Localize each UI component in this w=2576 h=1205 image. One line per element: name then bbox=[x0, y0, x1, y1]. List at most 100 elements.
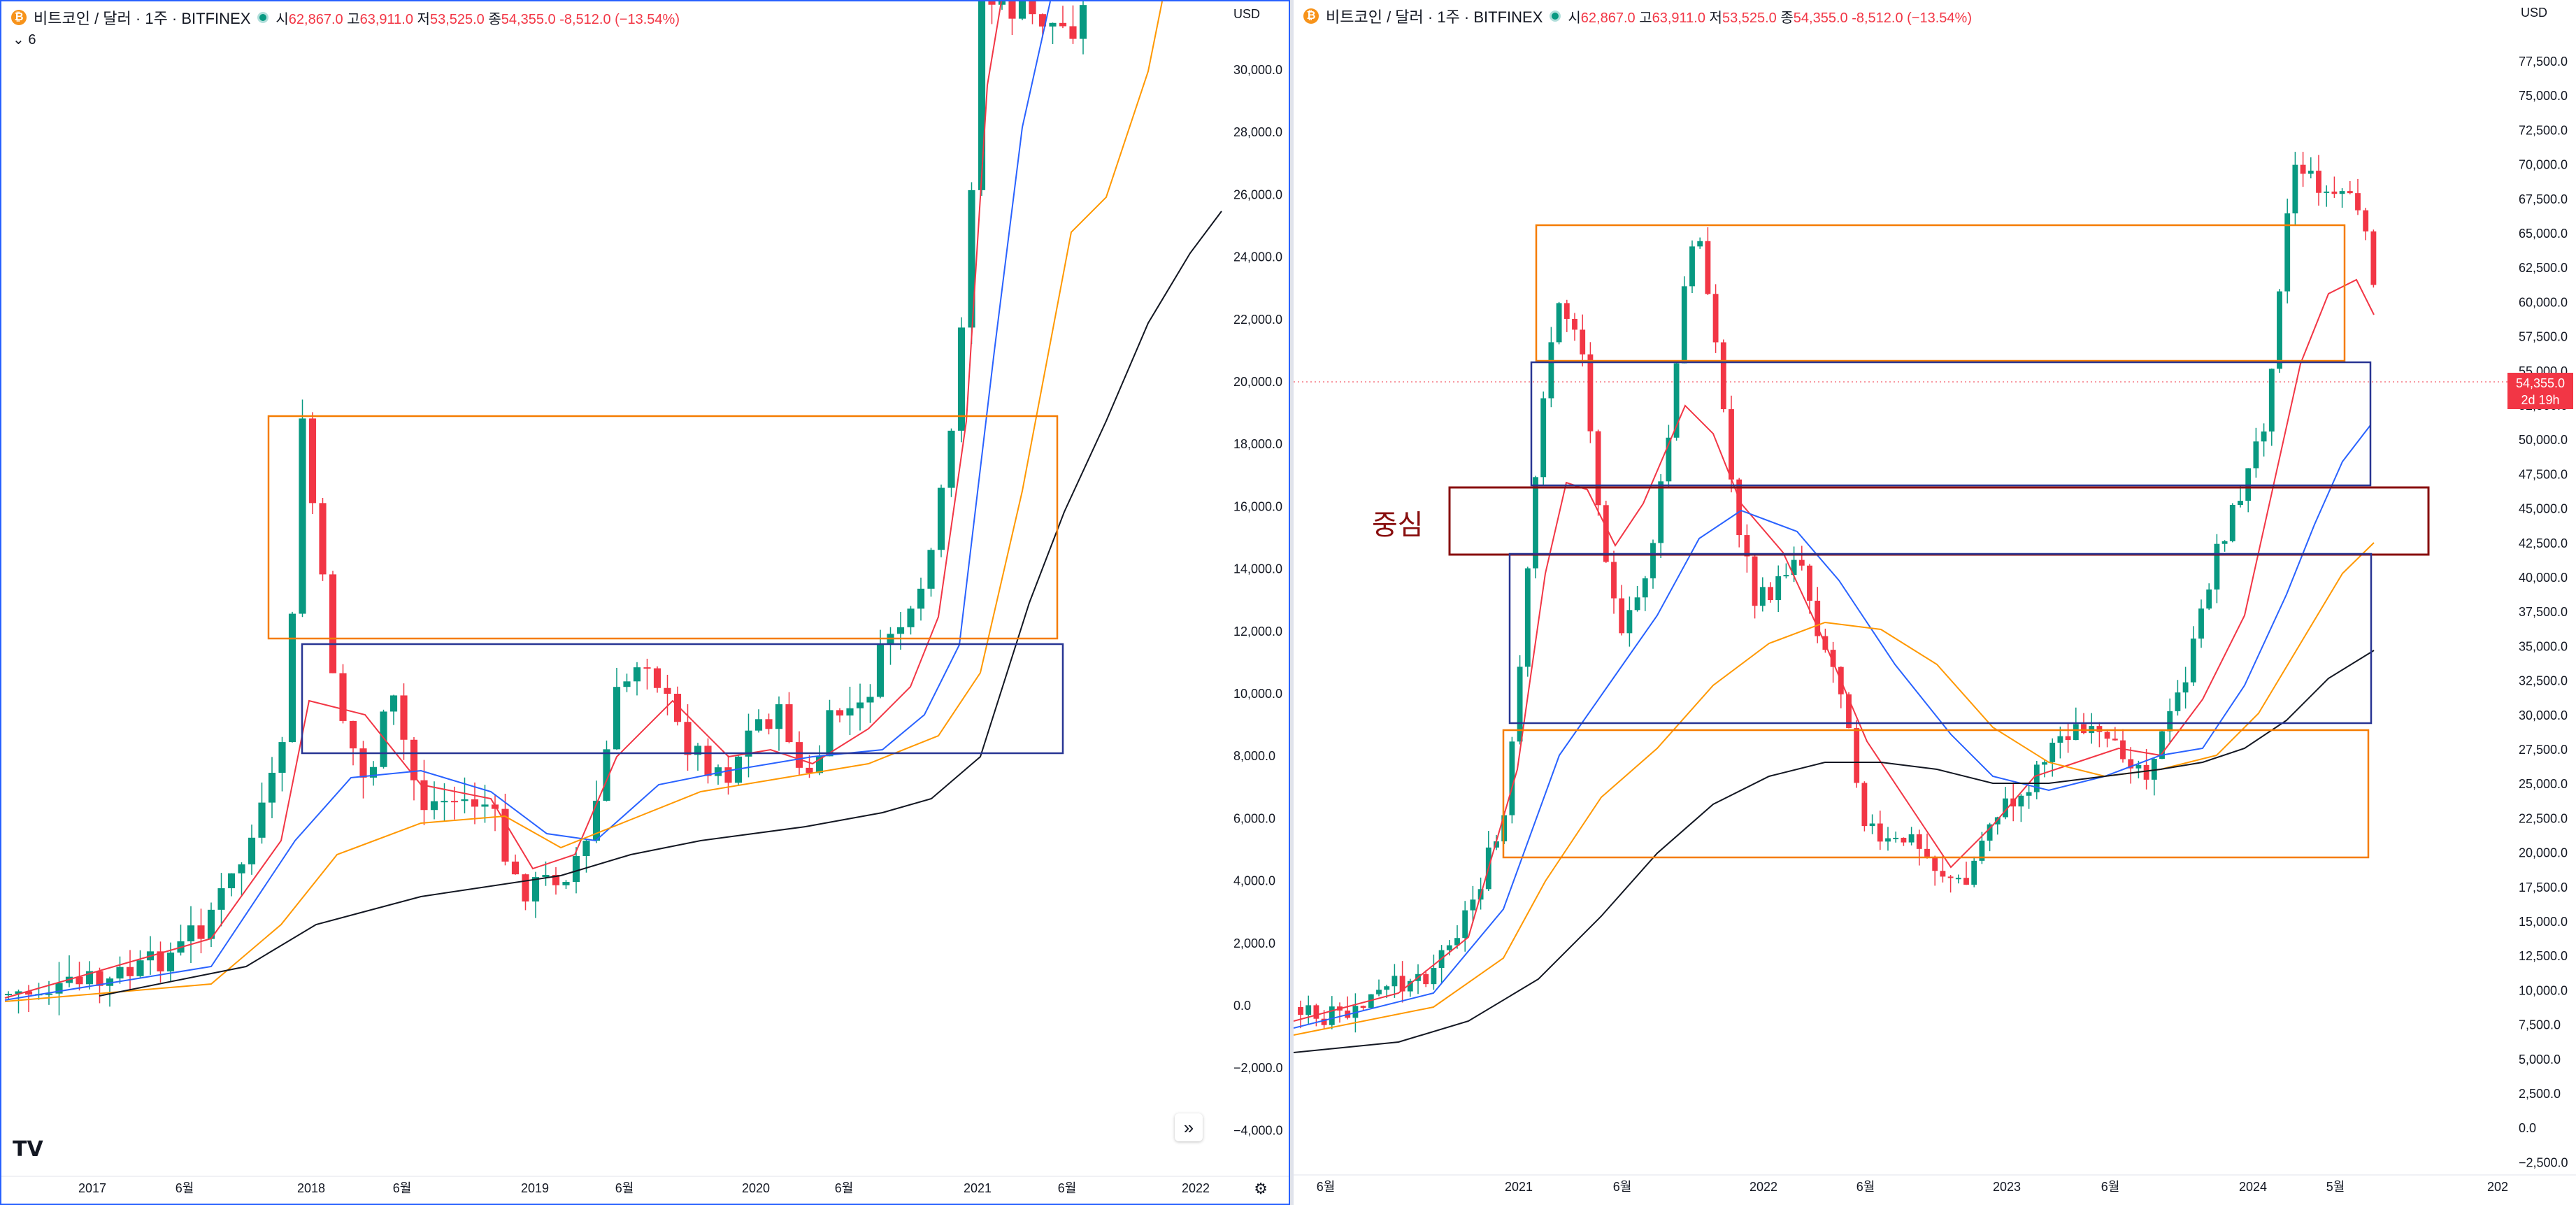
ema-line-2 bbox=[4, 1, 1163, 1002]
candle-body bbox=[207, 909, 215, 939]
y-axis-tick-label: 16,000.0 bbox=[1233, 499, 1282, 513]
candle-body bbox=[2370, 231, 2377, 285]
left-chart-pane[interactable]: ₿ 비트코인 / 달러 · 1주 · BITFINEX 시62,867.0 고6… bbox=[0, 0, 1290, 1205]
candle-body bbox=[592, 800, 601, 841]
candle-body bbox=[187, 925, 195, 941]
candle-body bbox=[461, 799, 468, 801]
resistance-zone-box bbox=[267, 415, 1059, 640]
symbol-title[interactable]: 비트코인 / 달러 · 1주 · BITFINEX bbox=[1326, 8, 1543, 26]
scroll-to-realtime-button[interactable]: » bbox=[1175, 1113, 1203, 1141]
x-axis-tick-label: 2023 bbox=[1993, 1180, 2021, 1194]
candle-body bbox=[420, 780, 428, 811]
candle-body bbox=[339, 673, 347, 721]
candle-body bbox=[836, 710, 844, 716]
candle-body bbox=[1038, 14, 1047, 27]
candle-body bbox=[1556, 303, 1562, 343]
y-axis-tick-label: 42,500.0 bbox=[2519, 536, 2568, 550]
candle-body bbox=[2167, 711, 2173, 732]
bitcoin-icon: ₿ bbox=[1303, 8, 1319, 24]
candle-body bbox=[2268, 369, 2275, 432]
y-axis-tick-label: −2,500.0 bbox=[2519, 1155, 2568, 1169]
candle-body bbox=[1908, 834, 1915, 843]
y-axis-tick-label: 10,000.0 bbox=[2519, 983, 2568, 997]
candle-body bbox=[1321, 1018, 1327, 1025]
candle-body bbox=[968, 190, 975, 328]
symbol-title[interactable]: 비트코인 / 달러 · 1주 · BITFINEX bbox=[34, 10, 251, 27]
ohlc-values: 시62,867.0 고63,911.0 저53,525.0 종54,355.0 … bbox=[276, 11, 680, 27]
candle-body bbox=[471, 799, 479, 807]
candle-body bbox=[1971, 860, 1977, 885]
candle-body bbox=[1705, 241, 1711, 294]
candle-body bbox=[795, 742, 803, 768]
symbol-legend: ₿ 비트코인 / 달러 · 1주 · BITFINEX 시62,867.0 고6… bbox=[1303, 6, 1972, 27]
candle-body bbox=[268, 772, 276, 803]
candle-body bbox=[2347, 191, 2353, 194]
candle-body bbox=[1069, 26, 1077, 39]
y-axis-tick-label: 67,500.0 bbox=[2519, 192, 2568, 206]
candle-body bbox=[1313, 1005, 1319, 1019]
y-axis-tick-label: 62,500.0 bbox=[2519, 261, 2568, 275]
candle-body bbox=[1008, 1, 1016, 19]
ema-line-2 bbox=[1294, 542, 2375, 1036]
y-axis-tick-label: 5,000.0 bbox=[2519, 1053, 2561, 1067]
candle-body bbox=[1626, 610, 1633, 634]
candle-body bbox=[1305, 1005, 1312, 1015]
candle-body bbox=[2033, 764, 2040, 792]
tradingview-logo[interactable]: TV bbox=[13, 1137, 43, 1162]
candle-body bbox=[258, 802, 266, 838]
x-axis-tick-label: 2021 bbox=[964, 1181, 992, 1195]
y-axis-tick-label: 50,000.0 bbox=[2519, 433, 2568, 447]
price-chart-right[interactable]: 77,500.0 75,000.0 72,500.0 70,000.0 67,500.0… bbox=[1294, 0, 2576, 1205]
candle-body bbox=[917, 588, 925, 609]
candle-body bbox=[2307, 171, 2314, 174]
candle-body bbox=[896, 627, 905, 634]
x-axis-tick-label: 6월 bbox=[835, 1181, 854, 1195]
support-zone-box bbox=[301, 643, 1064, 755]
center-zone-annotation[interactable]: 중심 bbox=[1372, 510, 1424, 541]
candle-body bbox=[2175, 692, 2181, 711]
currency-label[interactable]: USD bbox=[2521, 6, 2548, 20]
candle-body bbox=[2229, 505, 2235, 541]
candle-body bbox=[876, 643, 885, 697]
candle-body bbox=[1564, 303, 1570, 319]
candle-body bbox=[1736, 479, 1743, 536]
candle-body bbox=[2363, 210, 2369, 231]
price-chart-left[interactable]: 30,000.0 28,000.0 26,000.0 24,000.0 22,000.0… bbox=[1, 1, 1289, 1204]
candle-body bbox=[1846, 694, 1852, 729]
candle-body bbox=[754, 719, 763, 731]
y-axis-tick-label: 12,500.0 bbox=[2519, 949, 2568, 963]
candle-body bbox=[542, 875, 550, 878]
candle-body bbox=[1940, 871, 1946, 877]
x-axis-tick-label: 2022 bbox=[1749, 1180, 1777, 1194]
y-axis-tick-label: 0.0 bbox=[2519, 1121, 2536, 1135]
indicators-toggle[interactable]: ⌄ 6 bbox=[13, 31, 36, 48]
candle-body bbox=[2253, 441, 2259, 469]
x-axis-tick-label: 2018 bbox=[297, 1181, 325, 1195]
candle-body bbox=[1329, 1006, 1335, 1025]
candle-body bbox=[1861, 783, 1868, 827]
candle-body bbox=[1619, 598, 1625, 634]
y-axis-tick-label: 32,500.0 bbox=[2519, 674, 2568, 688]
chevron-down-icon: ⌄ bbox=[13, 32, 24, 48]
upper-support-box bbox=[1530, 361, 2372, 487]
candle-body bbox=[653, 668, 661, 688]
candle-body bbox=[1298, 1007, 1303, 1015]
y-axis-tick-label: 27,500.0 bbox=[2519, 743, 2568, 757]
currency-label[interactable]: USD bbox=[1233, 7, 1261, 21]
candle-body bbox=[927, 550, 935, 589]
ema-line-1 bbox=[1294, 425, 2371, 1029]
candle-body bbox=[978, 1, 986, 190]
candle-body bbox=[694, 746, 702, 755]
y-axis-tick-label: 20,000.0 bbox=[2519, 846, 2568, 860]
candle-body bbox=[1352, 1006, 1359, 1018]
candle-body bbox=[380, 711, 387, 767]
candle-body bbox=[299, 418, 306, 614]
right-chart-pane[interactable]: ₿ 비트코인 / 달러 · 1주 · BITFINEX 시62,867.0 고6… bbox=[1294, 0, 2576, 1205]
x-axis-tick-label: 202 bbox=[2487, 1180, 2508, 1194]
candle-body bbox=[745, 730, 752, 757]
candle-body bbox=[1642, 578, 1648, 598]
candle-body bbox=[2003, 798, 2008, 818]
candle-body bbox=[1744, 535, 1750, 557]
gear-icon[interactable]: ⚙ bbox=[1254, 1180, 1268, 1197]
pane-divider[interactable] bbox=[1290, 0, 1294, 1205]
